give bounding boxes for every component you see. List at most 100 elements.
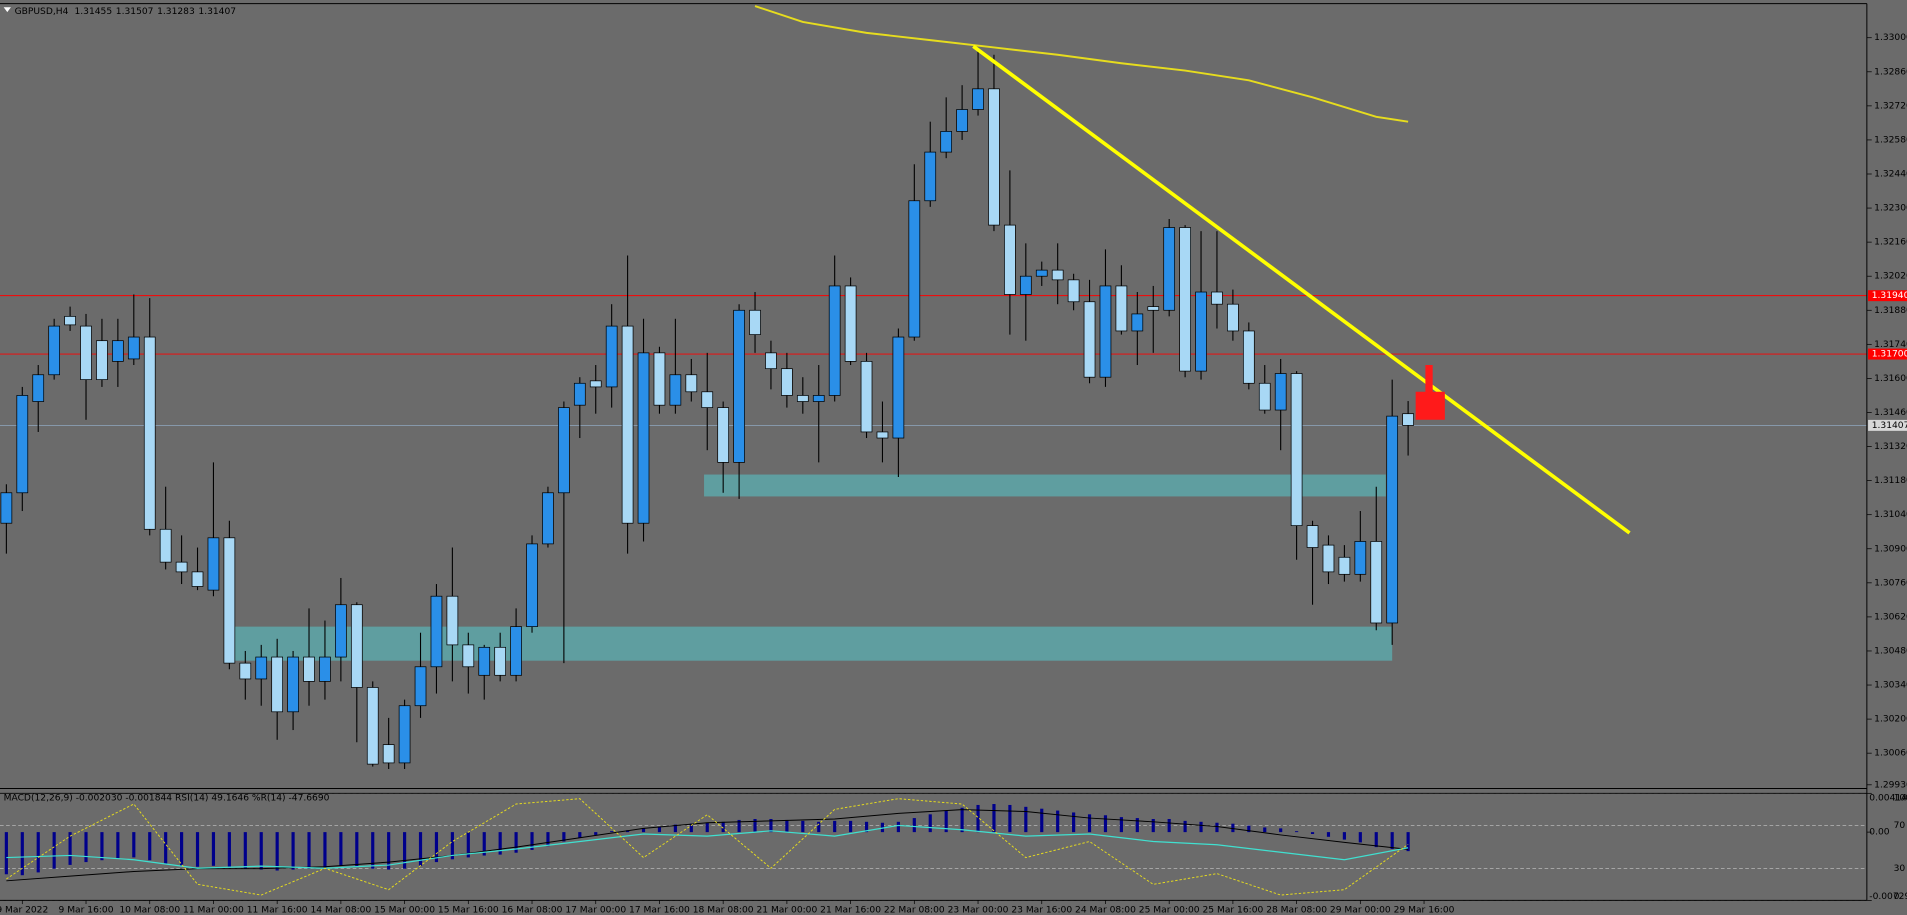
macd-bar <box>578 832 582 838</box>
x-tick-label: 17 Mar 00:00 <box>565 906 626 915</box>
candle-body <box>1051 269 1064 281</box>
candle-body <box>1338 556 1351 575</box>
macd-bar <box>291 832 295 870</box>
candle-body <box>319 656 331 682</box>
candle-body <box>64 315 76 326</box>
x-tick-label: 24 Mar 08:00 <box>1075 906 1136 915</box>
y-tick-label: 1.32860 <box>1874 67 1907 77</box>
rsi-tick-label: 0 <box>1894 892 1900 902</box>
candle-body <box>685 374 698 393</box>
macd-bar <box>211 832 216 866</box>
candle-body <box>1211 291 1223 305</box>
candle-body <box>223 537 236 664</box>
candle-body <box>972 88 984 110</box>
macd-bar <box>243 832 247 869</box>
macd-bar <box>833 820 837 833</box>
macd-bar <box>992 804 996 833</box>
candle-body <box>701 391 714 408</box>
candle-body <box>494 646 507 676</box>
zone <box>704 474 1386 497</box>
macd-bar <box>1279 828 1283 833</box>
macd-tick-label: 0.00 <box>1869 828 1889 838</box>
candle-body <box>382 744 395 764</box>
candle-body <box>860 361 873 433</box>
candle-body <box>605 325 618 388</box>
x-tick-label: 23 Mar 16:00 <box>1011 906 1072 915</box>
candle-body <box>191 571 204 587</box>
macd-bar <box>434 832 439 863</box>
macd-bar <box>530 832 534 850</box>
macd-bar <box>498 832 502 855</box>
candle-body <box>1274 373 1287 411</box>
candle-body <box>1083 301 1096 378</box>
candle-body <box>526 543 538 627</box>
x-tick-label: 21 Mar 00:00 <box>756 906 817 915</box>
level-label: 1.31700 <box>1872 350 1907 360</box>
y-tick-label: 1.31180 <box>1874 476 1907 486</box>
macd-bar <box>880 822 885 833</box>
candle-body <box>1354 541 1367 575</box>
macd-bar <box>705 822 709 833</box>
macd-bar <box>1199 821 1203 833</box>
x-tick-label: 29 Mar 16:00 <box>1394 906 1455 915</box>
macd-bar <box>403 832 407 869</box>
y-tick-label: 1.30200 <box>1874 715 1907 725</box>
candle-body <box>462 644 475 668</box>
macd-bar <box>1119 817 1123 833</box>
candle-body <box>1258 382 1271 411</box>
macd-bar <box>641 828 646 833</box>
macd-bar <box>896 821 900 833</box>
macd-bar <box>514 832 518 853</box>
macd-bar <box>1056 810 1060 833</box>
macd-bar <box>864 821 869 833</box>
indicator-header: MACD(12,26,9) -0.002030 -0.001844 RSI(14… <box>4 794 330 804</box>
macd-bar <box>1040 808 1044 833</box>
macd-bar <box>912 818 916 833</box>
macd-bar <box>450 832 454 860</box>
indicator-pane <box>0 793 1867 901</box>
candle-body <box>717 407 730 463</box>
candle-body <box>1242 330 1255 384</box>
macd-bar <box>466 832 470 858</box>
price-pane <box>0 5 1867 769</box>
macd-bar <box>36 832 40 873</box>
candle-body <box>271 656 284 713</box>
macd-bar <box>482 832 486 856</box>
macd-bar <box>355 832 359 867</box>
candle-body <box>16 395 29 494</box>
macd-bar <box>195 832 200 867</box>
level-label-box <box>1868 348 1907 360</box>
x-tick-label: 9 Mar 16:00 <box>59 906 114 915</box>
candle-body <box>1195 291 1207 372</box>
candle-body <box>350 604 363 688</box>
candle-body <box>96 340 108 380</box>
macd-bar <box>84 832 88 863</box>
candle-body <box>781 368 793 396</box>
y-tick-label: 1.31600 <box>1874 374 1907 384</box>
candle-body <box>908 200 921 338</box>
macd-bar <box>737 819 741 833</box>
macd-bar <box>657 826 662 833</box>
candle-body <box>80 325 92 380</box>
macd-bar <box>164 832 168 864</box>
macd-bar <box>849 820 853 833</box>
macd-bar <box>1135 818 1139 833</box>
candle-body <box>1019 275 1032 295</box>
candle-body <box>589 380 602 388</box>
macd-bar <box>689 823 693 833</box>
macd-bar <box>1295 831 1299 833</box>
candle-body <box>335 604 347 658</box>
sell-signal-arrow <box>1415 365 1445 420</box>
candle-body <box>1004 224 1016 295</box>
x-tick-label: 11 Mar 16:00 <box>247 906 308 915</box>
y-tick-label: 1.31460 <box>1874 408 1907 418</box>
candle-body <box>303 656 315 682</box>
y-tick-label: 1.32020 <box>1874 272 1907 282</box>
candle-body <box>812 395 825 402</box>
y-tick-label: 1.30340 <box>1874 681 1907 691</box>
macd-tick-label: 0.004142 <box>1869 794 1907 804</box>
close: 1.31407 <box>198 6 236 16</box>
candle-body <box>478 646 491 676</box>
